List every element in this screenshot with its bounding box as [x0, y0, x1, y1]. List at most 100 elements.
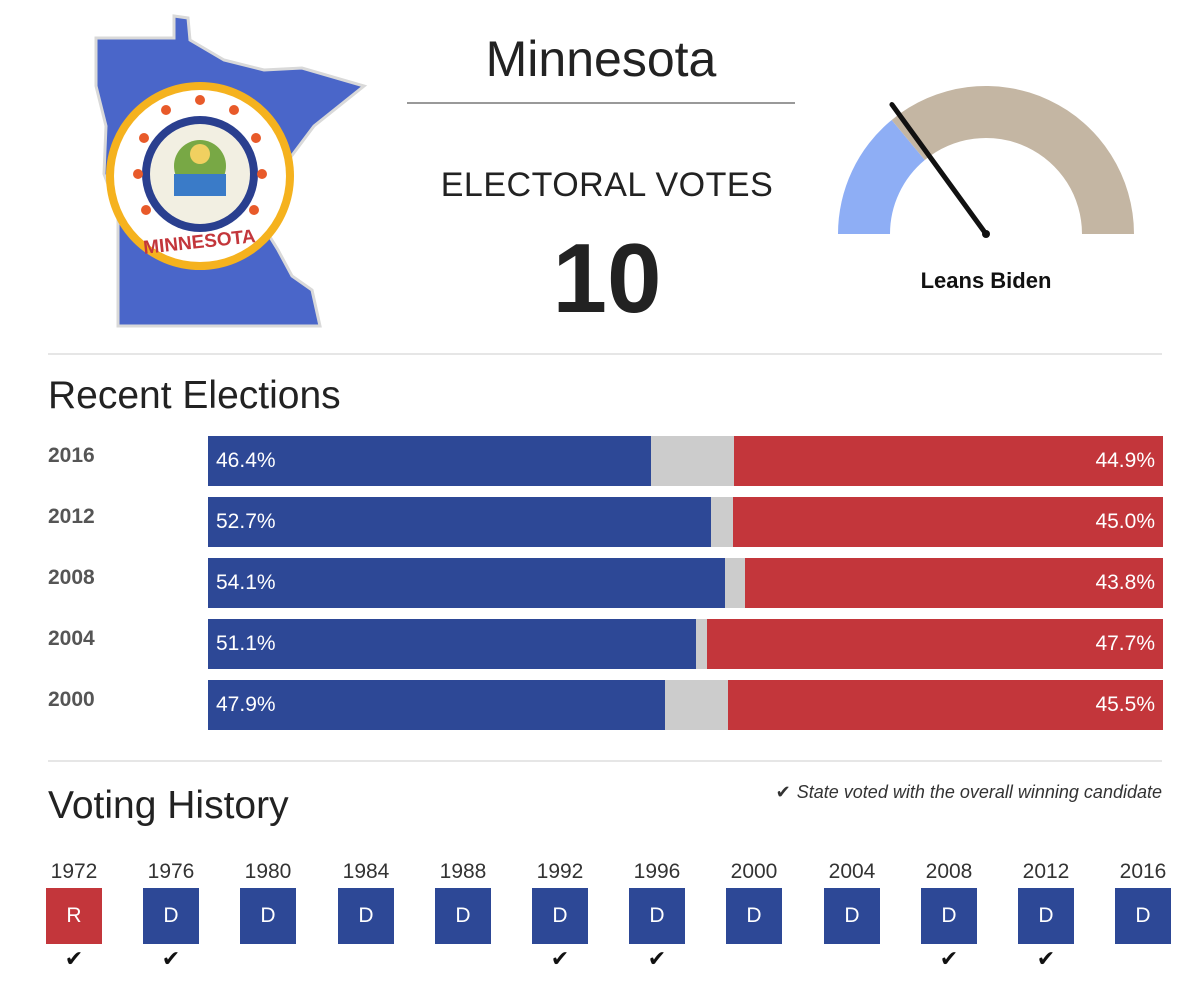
rep-bar-segment: 44.9%: [734, 436, 1163, 486]
dem-value-label: 54.1%: [216, 571, 276, 594]
history-entry: 1980 D: [239, 858, 297, 974]
election-year-label: 2008: [48, 566, 95, 589]
check-icon: ✔: [1036, 946, 1056, 971]
history-entry: 2012 D ✔: [1017, 858, 1075, 974]
rep-value-label: 47.7%: [1095, 632, 1155, 655]
dem-value-label: 52.7%: [216, 510, 276, 533]
title-divider: [407, 102, 795, 104]
election-bar-track: 52.7% 45.0%: [208, 497, 1163, 547]
dem-value-label: 47.9%: [216, 693, 276, 716]
history-entry: 1992 D ✔: [531, 858, 589, 974]
voting-history-title: Voting History: [48, 784, 289, 827]
election-bar-track: 54.1% 43.8%: [208, 558, 1163, 608]
history-party-badge: D: [338, 888, 394, 944]
history-party-badge: R: [46, 888, 102, 944]
history-year: 1996: [633, 860, 681, 883]
election-bar-track: 46.4% 44.9%: [208, 436, 1163, 486]
history-entry: 2016 D: [1114, 858, 1172, 974]
check-icon: ✔: [64, 946, 84, 971]
election-bar-row: 2012 52.7% 45.0%: [48, 497, 1163, 547]
gauge-label: Leans Biden: [920, 268, 1052, 293]
election-year-label: 2016: [48, 444, 95, 467]
history-entry: 1988 D: [434, 858, 492, 974]
dem-bar-segment: 51.1%: [208, 619, 696, 669]
election-bar-row: 2004 51.1% 47.7%: [48, 619, 1163, 669]
dem-bar-segment: 47.9%: [208, 680, 666, 730]
history-year: 1980: [244, 860, 292, 883]
rep-value-label: 44.9%: [1095, 449, 1155, 472]
check-icon: ✔: [647, 946, 667, 971]
dem-value-label: 46.4%: [216, 449, 276, 472]
check-icon: ✔: [775, 782, 791, 802]
election-bar-track: 47.9% 45.5%: [208, 680, 1163, 730]
election-year-label: 2012: [48, 505, 95, 528]
check-icon: [434, 944, 492, 974]
election-year-label: 2004: [48, 627, 95, 650]
rep-bar-segment: 45.5%: [728, 680, 1163, 730]
history-party-badge: D: [1018, 888, 1074, 944]
election-year-label: 2000: [48, 688, 95, 711]
gauge-dem-arc: [838, 119, 925, 234]
gauge-needle-hub: [982, 230, 990, 238]
state-map-flag-icon: MINNESOTA: [94, 14, 368, 328]
history-party-badge: D: [1115, 888, 1171, 944]
recent-elections-title: Recent Elections: [48, 374, 341, 417]
history-party-badge: D: [240, 888, 296, 944]
history-year: 1972: [50, 860, 98, 883]
history-year: 1976: [147, 860, 195, 883]
history-entry: 1996 D ✔: [628, 858, 686, 974]
history-entry: 2000 D: [725, 858, 783, 974]
history-party-badge: D: [824, 888, 880, 944]
check-icon: [823, 944, 881, 974]
history-year: 2000: [730, 860, 778, 883]
election-bar-track: 51.1% 47.7%: [208, 619, 1163, 669]
history-party-badge: D: [143, 888, 199, 944]
election-bar-row: 2016 46.4% 44.9%: [48, 436, 1163, 486]
check-icon: ✔: [550, 946, 570, 971]
election-bar-row: 2008 54.1% 43.8%: [48, 558, 1163, 608]
dem-bar-segment: 52.7%: [208, 497, 712, 547]
history-party-badge: D: [726, 888, 782, 944]
history-year: 2004: [828, 860, 876, 883]
history-entry: 1972 R ✔: [45, 858, 103, 974]
history-year: 1984: [342, 860, 390, 883]
rep-value-label: 45.0%: [1095, 510, 1155, 533]
section-divider: [48, 353, 1162, 355]
history-year: 2016: [1119, 860, 1167, 883]
history-party-badge: D: [435, 888, 491, 944]
history-entry: 2008 D ✔: [920, 858, 978, 974]
rep-bar-segment: 43.8%: [744, 558, 1163, 608]
page-title: Minnesota: [485, 31, 717, 87]
check-icon: [239, 944, 297, 974]
gauge-rep-arc: [891, 86, 1134, 234]
rep-value-label: 43.8%: [1095, 571, 1155, 594]
check-icon: ✔: [939, 946, 959, 971]
history-year: 2008: [925, 860, 973, 883]
winner-legend-text: State voted with the overall winning can…: [796, 782, 1162, 802]
check-icon: [725, 944, 783, 974]
history-year: 2012: [1022, 860, 1070, 883]
electoral-votes-value: 10: [552, 223, 662, 333]
history-year: 1988: [439, 860, 487, 883]
history-entry: 1976 D ✔: [142, 858, 200, 974]
history-entry: 2004 D: [823, 858, 881, 974]
check-icon: ✔: [161, 946, 181, 971]
history-year: 1992: [536, 860, 584, 883]
rep-bar-segment: 47.7%: [707, 619, 1163, 669]
winner-legend: ✔ State voted with the overall winning ca…: [776, 782, 1162, 803]
history-party-badge: D: [629, 888, 685, 944]
lean-gauge: [838, 86, 1134, 238]
dem-value-label: 51.1%: [216, 632, 276, 655]
electoral-votes-label: ELECTORAL VOTES: [440, 166, 774, 204]
history-entry: 1984 D: [337, 858, 395, 974]
history-party-badge: D: [532, 888, 588, 944]
dem-bar-segment: 46.4%: [208, 436, 652, 486]
rep-value-label: 45.5%: [1095, 693, 1155, 716]
section-divider: [48, 760, 1162, 762]
gauge-needle: [889, 102, 989, 237]
election-bar-row: 2000 47.9% 45.5%: [48, 680, 1163, 730]
history-party-badge: D: [921, 888, 977, 944]
dem-bar-segment: 54.1%: [208, 558, 725, 608]
check-icon: [337, 944, 395, 974]
rep-bar-segment: 45.0%: [733, 497, 1163, 547]
